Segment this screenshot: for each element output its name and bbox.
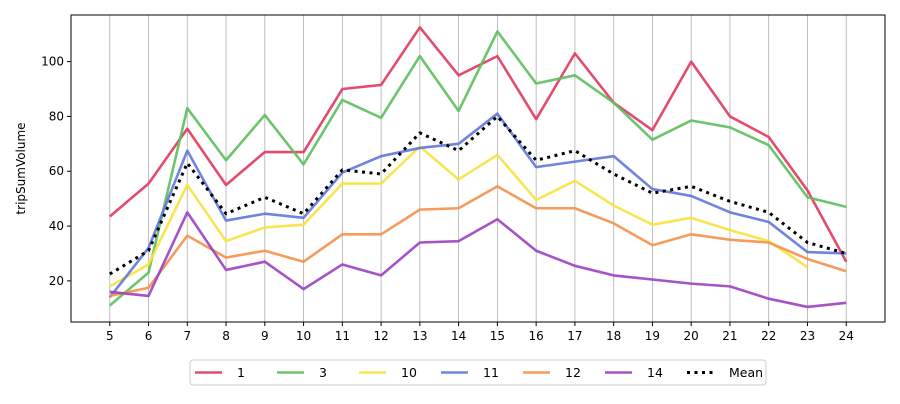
legend-label-1: 1 (237, 365, 245, 380)
series-line-11 (108, 112, 847, 299)
x-tick-label-24: 24 (839, 329, 854, 343)
axes: 5 6 7 8 9 10 11 12 13 14 15 16 17 18 19 20 21 22 23 24 20 40 6… (41, 55, 854, 343)
legend-box (189, 359, 767, 386)
series-line-14 (109, 211, 847, 309)
x-tick-label-19: 19 (645, 329, 660, 343)
x-tick-label-15: 15 (490, 329, 505, 343)
x-tick-label-16: 16 (529, 329, 544, 343)
x-tick-label-21: 21 (722, 329, 737, 343)
series-line-3 (108, 30, 847, 307)
y-tick-label-20: 20 (49, 274, 64, 288)
x-tick-label-23: 23 (800, 329, 815, 343)
series-line-mean (108, 114, 847, 276)
x-tick-label-22: 22 (761, 329, 776, 343)
x-tick-label-8: 8 (222, 329, 230, 343)
legend-label-14: 14 (647, 365, 663, 380)
legend-label-11: 11 (483, 365, 499, 380)
series-line-1 (108, 26, 848, 263)
legend-label-mean: Mean (729, 365, 763, 380)
x-tick-label-11: 11 (335, 329, 350, 343)
x-tick-label-14: 14 (451, 329, 466, 343)
x-tick-label-9: 9 (261, 329, 269, 343)
series-line-12 (109, 185, 847, 298)
y-tick-label-40: 40 (49, 219, 64, 233)
x-tick-label-7: 7 (183, 329, 191, 343)
x-tick-label-18: 18 (606, 329, 621, 343)
series-line-10 (109, 145, 809, 288)
x-tick-label-17: 17 (567, 329, 582, 343)
x-tick-label-20: 20 (684, 329, 699, 343)
legend-label-3: 3 (319, 365, 327, 380)
x-tick-label-5: 5 (106, 329, 114, 343)
y-tick-label-100: 100 (41, 55, 64, 69)
x-tick-label-13: 13 (412, 329, 427, 343)
grid-lines (109, 15, 847, 322)
y-tick-label-60: 60 (49, 164, 64, 178)
y-tick-label-80: 80 (49, 109, 64, 123)
legend-label-10: 10 (401, 365, 417, 380)
legend: 1 3 10 11 12 14 Mean (189, 359, 767, 386)
series-lines (108, 26, 848, 309)
x-tick-label-6: 6 (145, 329, 153, 343)
x-tick-label-12: 12 (373, 329, 388, 343)
plot-frame (70, 14, 886, 323)
y-axis-label: tripSumVolume (14, 122, 28, 214)
legend-label-12: 12 (565, 365, 581, 380)
x-tick-label-10: 10 (296, 329, 311, 343)
